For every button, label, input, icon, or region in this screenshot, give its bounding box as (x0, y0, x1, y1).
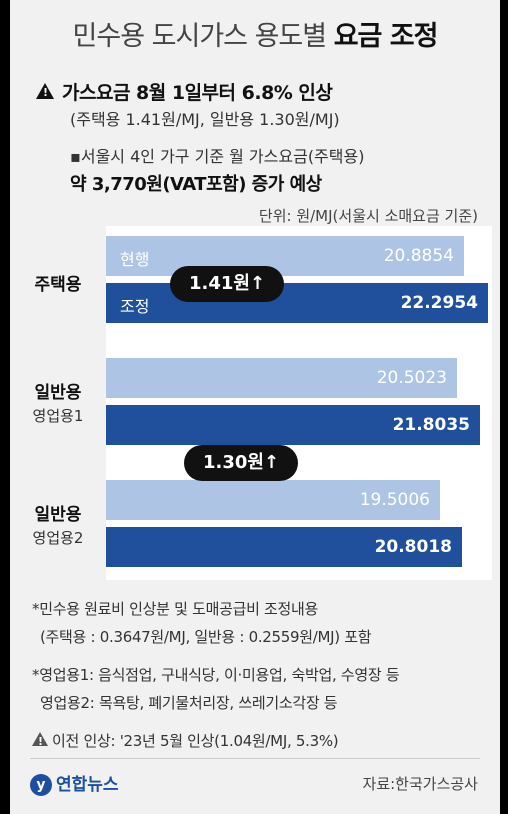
category-sub: 영업용2 (32, 529, 84, 547)
headline: 가스요금 8월 1일부터 6.8% 인상 (36, 78, 333, 105)
bullet-line-2: 약 3,770원(VAT포함) 증가 예상 (70, 174, 322, 195)
bar-value-label: 22.2954 (400, 293, 478, 313)
unit-label: 단위: 원/MJ(서울시 소매요금 기준) (258, 207, 478, 225)
category-sub: 영업용1 (32, 407, 84, 425)
increase-callout-1: 1.30원↑ (184, 445, 298, 481)
note-2: (주택용 : 0.3647원/MJ, 일반용 : 0.2559원/MJ) 포함 (40, 628, 372, 646)
bar-value-label: 19.5006 (359, 490, 430, 510)
headline-sub: (주택용 1.41원/MJ, 일반용 1.30원/MJ) (70, 110, 340, 129)
category-label-0: 주택용 (10, 270, 106, 295)
bar-current-1: 20.5023 (106, 358, 457, 398)
bar-adjusted-2: 20.8018 (106, 527, 462, 567)
note-3: *영업용1: 음식점업, 구내식당, 이·미용업, 숙박업, 수영장 등 (32, 666, 400, 684)
series-label: 현행 (120, 250, 150, 269)
bullet-line-1: ▪서울시 4인 가구 기준 월 가스요금(주택용) (70, 147, 365, 166)
note-1: *민수용 원료비 인상분 및 도매공급비 조정내용 (32, 600, 319, 618)
infographic-card: 민수용 도시가스 용도별 요금 조정 가스요금 8월 1일부터 6.8% 인상 … (10, 0, 500, 814)
category-name: 일반용 (34, 383, 82, 403)
bar-value-label: 20.8854 (383, 246, 454, 266)
warning-icon (36, 83, 54, 99)
bar-current-0: 20.8854 현행 (106, 236, 464, 276)
note-4: 영업용2: 목욕탕, 폐기물처리장, 쓰레기소각장 등 (40, 694, 338, 712)
category-name: 일반용 (34, 505, 82, 525)
source-label: 자료:한국가스공사 (362, 775, 478, 793)
warning-icon (32, 732, 48, 748)
logo-icon: y (30, 774, 52, 796)
series-label: 조정 (120, 297, 150, 316)
bar-adjusted-1: 21.8035 (106, 405, 480, 445)
divider (30, 758, 480, 759)
category-name: 주택용 (34, 275, 82, 295)
bar-current-2: 19.5006 (106, 480, 440, 520)
bar-value-label: 21.8035 (392, 415, 470, 435)
page-title: 민수용 도시가스 용도별 요금 조정 (72, 21, 439, 52)
bar-chart: 20.8854 현행 22.2954 조정 주택용 20.5023 21.8035 일반용 영업… (10, 0, 500, 814)
publisher-logo: y 연합뉴스 (30, 770, 119, 796)
note-5: 이전 인상: '23년 5월 인상(1.04원/MJ, 5.3%) (32, 730, 339, 751)
bar-value-label: 20.8018 (374, 537, 452, 557)
bar-value-label: 20.5023 (376, 368, 447, 388)
increase-callout-0: 1.41원↑ (170, 266, 284, 302)
bar-adjusted-0: 22.2954 조정 (106, 283, 488, 323)
